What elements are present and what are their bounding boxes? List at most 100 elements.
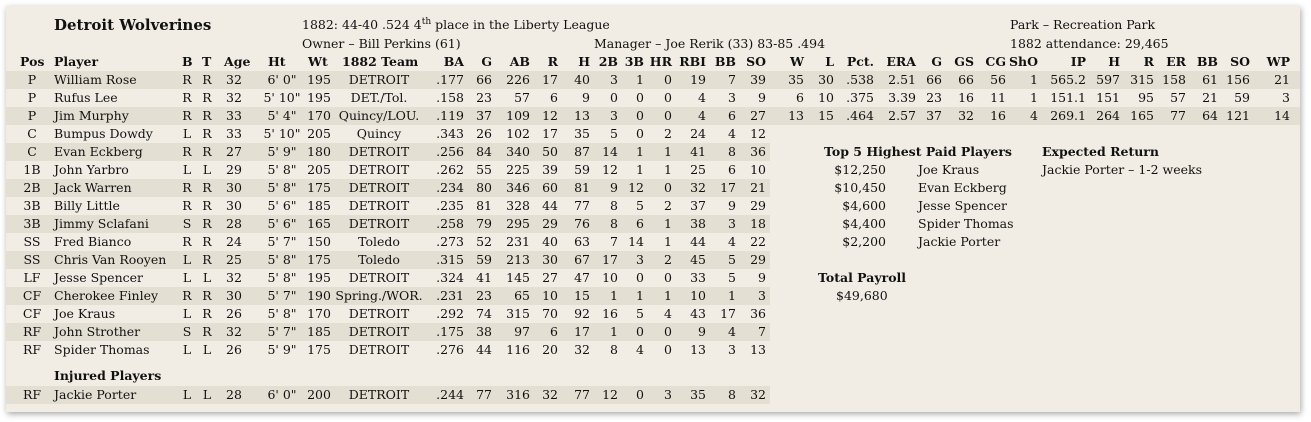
col-age: Age	[224, 54, 251, 69]
cell-wt: 175	[307, 180, 331, 195]
payroll-value: $49,680	[836, 288, 888, 303]
cell-wt: 180	[307, 144, 331, 159]
cell-team: DET./Tol.	[350, 90, 408, 105]
cell-tr: 5	[636, 198, 644, 213]
cell-age: 32	[226, 72, 242, 87]
cell-tr: 4	[636, 342, 644, 357]
table-row: 3B Billy Little R R 30 5' 6" 185 DETROIT .235 81 3…	[6, 197, 770, 215]
cell-tr: 0	[636, 108, 644, 123]
cell-hr: 0	[664, 90, 672, 105]
col-p-cg: CG	[985, 54, 1006, 69]
cell-wt: 205	[307, 126, 331, 141]
cell-t: R	[202, 126, 212, 141]
col-3b: 3B	[624, 54, 644, 69]
cell-age: 30	[226, 180, 242, 195]
table-row: LF Jesse Spencer L L 32 5' 8" 195 DETROIT .324 41…	[6, 269, 770, 287]
cell-pitching-cg: 11	[990, 90, 1006, 105]
cell-h: 47	[574, 270, 590, 285]
cell-tr: 1	[636, 162, 644, 177]
cell-d: 5	[610, 126, 618, 141]
cell-b: R	[182, 72, 192, 87]
cell-age: 32	[226, 90, 242, 105]
cell-hr: 1	[664, 162, 672, 177]
cell-ht: 5' 10"	[263, 90, 301, 105]
cell-pitching-era: 3.39	[888, 90, 916, 105]
table-row: RF Jackie Porter L L 28 6' 0" 200 DETROIT .244 77…	[6, 386, 770, 404]
cell-pos: CF	[22, 288, 42, 303]
cell-pitching-ip: 269.1	[1050, 108, 1086, 123]
top-paid-salary: $4,400	[842, 216, 886, 231]
table-row: SS Fred Bianco R R 24 5' 7" 150 Toledo .273 52 231…	[6, 233, 770, 251]
cell-so: 21	[750, 180, 766, 195]
cell-h: 35	[574, 126, 590, 141]
cell-t: R	[202, 216, 212, 231]
cell-r: 17	[542, 72, 558, 87]
cell-pitching-sho: 1	[1030, 72, 1038, 87]
cell-r: 70	[542, 306, 558, 321]
table-row: C Evan Eckberg R R 27 5' 9" 180 DETROIT .256 84 34…	[6, 143, 770, 161]
cell-ht: 5' 8"	[267, 252, 297, 267]
cell-ba: .235	[436, 198, 464, 213]
table-row: C Bumpus Dowdy L R 33 5' 10" 205 Quincy .343 26 10…	[6, 125, 770, 143]
cell-pos: 3B	[23, 198, 41, 213]
table-row: 1B John Yarbro L L 29 5' 8" 205 DETROIT .262 55 22…	[6, 161, 770, 179]
cell-pos: C	[27, 144, 37, 159]
cell-so: 9	[758, 270, 766, 285]
team-manager: Manager – Joe Rerik (33) 83-85 .494	[594, 36, 826, 51]
cell-team: DETROIT	[348, 162, 410, 177]
cell-rbi: 10	[690, 288, 706, 303]
player-name: Fred Bianco	[54, 234, 132, 249]
cell-b: L	[182, 270, 192, 285]
cell-r: 32	[542, 387, 558, 402]
cell-pitching-wp: 3	[1282, 90, 1290, 105]
col-height: Ht	[268, 54, 286, 69]
cell-pitching-so: 121	[1226, 108, 1250, 123]
team-record: 1882: 44-40 .524 4th place in the Libert…	[302, 17, 610, 32]
cell-rbi: 32	[690, 180, 706, 195]
cell-t: R	[202, 306, 212, 321]
cell-bb: 5	[728, 270, 736, 285]
top-paid-title: Top 5 Highest Paid Players	[824, 144, 1012, 159]
cell-t: L	[202, 387, 212, 402]
cell-ab: 340	[506, 144, 530, 159]
cell-wt: 150	[307, 234, 331, 249]
cell-h: 15	[574, 288, 590, 303]
cell-pos: P	[27, 72, 37, 87]
cell-r: 20	[542, 342, 558, 357]
cell-tr: 0	[636, 90, 644, 105]
cell-ab: 145	[506, 270, 530, 285]
cell-ht: 6' 0"	[267, 387, 297, 402]
cell-team: DETROIT	[348, 216, 410, 231]
roster-header-row: Pos Player B T Age Ht Wt 1882 Team BA G …	[6, 53, 1300, 71]
cell-rbi: 13	[690, 342, 706, 357]
player-name: Jim Murphy	[54, 108, 129, 123]
cell-pos: C	[27, 126, 37, 141]
cell-h: 32	[574, 342, 590, 357]
cell-tr: 0	[636, 126, 644, 141]
cell-rbi: 37	[690, 198, 706, 213]
cell-rbi: 45	[690, 252, 706, 267]
cell-pitching-r: 315	[1130, 72, 1154, 87]
cell-d: 8	[610, 216, 618, 231]
cell-pitching-er: 77	[1170, 108, 1186, 123]
cell-d: 10	[602, 270, 618, 285]
cell-pos: 3B	[23, 216, 41, 231]
cell-team: Toledo	[358, 252, 400, 267]
team-sheet-panel: Detroit Wolverines 1882: 44-40 .524 4th …	[6, 6, 1300, 412]
cell-so: 36	[750, 306, 766, 321]
cell-wt: 190	[307, 288, 331, 303]
cell-rbi: 43	[690, 306, 706, 321]
cell-hr: 2	[664, 126, 672, 141]
cell-g: 23	[476, 90, 492, 105]
cell-team: Quincy/LOU.	[338, 108, 420, 123]
player-name: Billy Little	[54, 198, 120, 213]
cell-hr: 0	[664, 72, 672, 87]
cell-d: 12	[602, 162, 618, 177]
cell-ht: 5' 8"	[267, 180, 297, 195]
cell-hr: 1	[664, 144, 672, 159]
cell-so: 22	[750, 234, 766, 249]
cell-pitching-h: 597	[1096, 72, 1120, 87]
cell-t: R	[202, 180, 212, 195]
cell-pitching-bb: 64	[1202, 108, 1218, 123]
expected-return-title: Expected Return	[1042, 144, 1159, 159]
